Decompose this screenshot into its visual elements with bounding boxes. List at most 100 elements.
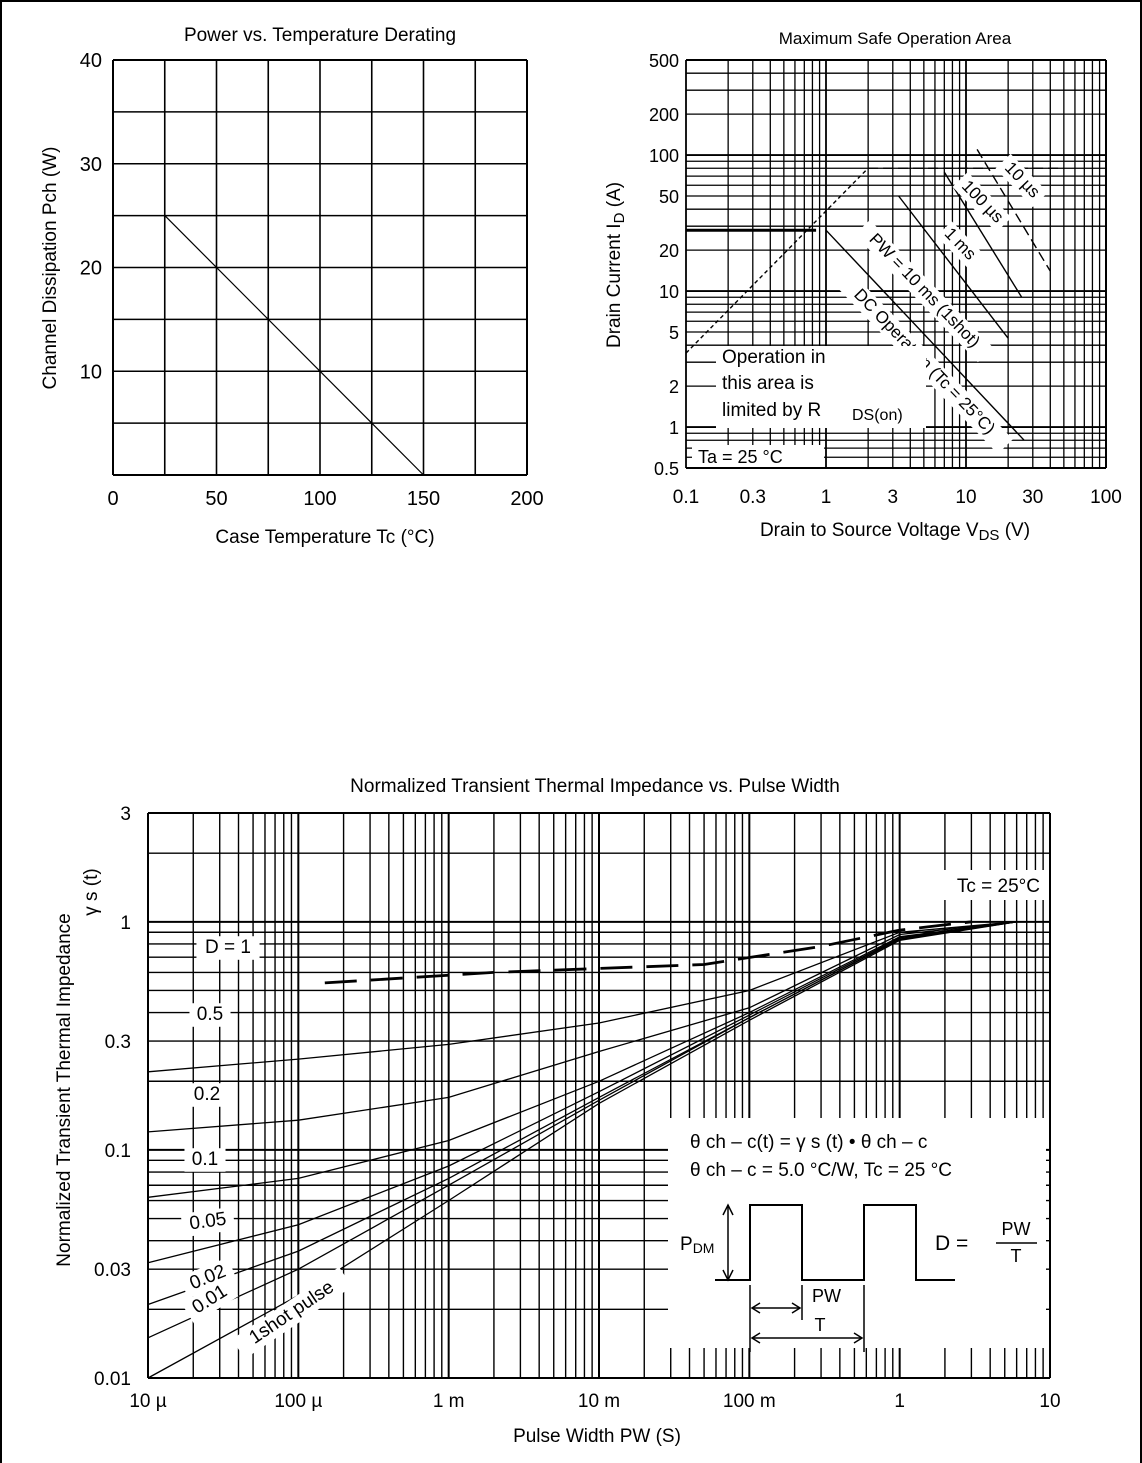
operation-note-line3: limited by R — [722, 400, 821, 421]
power-derating-chart: Power vs. Temperature Derating 0 50 100 150 2… — [40, 25, 544, 548]
label-d-0-05-text: 0.05 — [188, 1209, 228, 1235]
y-tick-label: 50 — [659, 187, 679, 207]
y-axis-label-secondary: γ s (t) — [81, 868, 102, 916]
label-d-0-2-text: 0.2 — [194, 1084, 220, 1105]
curve-d-0-5 — [147, 921, 1017, 1073]
duty-eq-label: D = — [935, 1232, 968, 1255]
y-tick-label: 200 — [649, 105, 679, 125]
operation-note-sub: DS(on) — [852, 407, 903, 424]
thermal-impedance-chart: D = 10.50.20.10.050.020.01 1shot pulseTc … — [54, 776, 1061, 1447]
formula-line1: θ ch – c(t) = γ s (t) • θ ch – c — [690, 1132, 927, 1153]
arrow-head — [750, 1332, 761, 1344]
label-1ms: 1 ms — [936, 221, 983, 268]
x-tick-label: 150 — [407, 488, 440, 510]
arrow-head — [853, 1332, 864, 1344]
x-tick-label: 1 m — [433, 1391, 465, 1412]
label-100us: 100 µs — [952, 172, 1012, 233]
x-tick-label: 10 — [955, 487, 976, 508]
x-tick-label: 10 m — [578, 1391, 620, 1412]
duty-denominator: T — [1011, 1246, 1022, 1266]
pdm-label-sub: DM — [693, 1240, 715, 1256]
y-axis-label: Channel Dissipation Pch (W) — [40, 147, 61, 390]
x-tick-label: 1 — [894, 1391, 905, 1412]
label-d-0-1-text: 0.1 — [192, 1149, 218, 1170]
x-axis-label-sub: DS — [979, 527, 1000, 544]
formula-line2: θ ch – c = 5.0 °C/W, Tc = 25 °C — [690, 1160, 952, 1181]
label-d-0-2-bg — [186, 1083, 228, 1107]
label-d-0-02-bg — [179, 1257, 237, 1299]
label-d-0-1: 0.1 — [184, 1148, 226, 1172]
chart-title: Power vs. Temperature Derating — [184, 25, 456, 46]
y-tick-label: 30 — [80, 154, 102, 176]
y-tick-label: 2 — [669, 377, 679, 397]
duty-numerator: PW — [1002, 1219, 1031, 1239]
y-tick-label: 10 — [80, 361, 102, 383]
soa-boundary-line — [943, 171, 1023, 298]
x-tick-label: 50 — [205, 488, 227, 510]
curve-d-1 — [324, 920, 972, 985]
y-tick-label: 0.1 — [105, 1141, 131, 1162]
y-tick-label: 0.03 — [94, 1260, 131, 1281]
x-tick-label: 100 — [303, 488, 336, 510]
label-d-0-05-bg — [180, 1206, 236, 1238]
arrow-head — [750, 1302, 761, 1314]
label-d-0-1-bg — [184, 1148, 226, 1172]
ta-note: Ta = 25 °C — [698, 447, 783, 467]
pdm-arrow-head-down — [722, 1269, 734, 1282]
label-d-1-text: D = 1 — [205, 937, 251, 958]
label-d-0-2: 0.2 — [186, 1083, 228, 1107]
x-tick-label: 10 — [1039, 1391, 1060, 1412]
label-d-1: D = 1 — [196, 936, 260, 960]
x-axis-label: Drain to Source Voltage VDS (V) — [760, 520, 1030, 544]
x-axis-label-unit: (V) — [999, 520, 1030, 541]
x-tick-label: 3 — [888, 487, 899, 508]
label-1ms-bg — [936, 221, 983, 268]
x-tick-label: 100 — [1090, 487, 1122, 508]
x-axis-label: Case Temperature Tc (°C) — [215, 527, 434, 548]
x-tick-label: 0.1 — [673, 487, 699, 508]
y-tick-label: 20 — [80, 258, 102, 280]
x-tick-label: 100 m — [723, 1391, 776, 1412]
label-d-0-5-text: 0.5 — [197, 1004, 223, 1025]
soa-boundary-line — [898, 195, 1009, 339]
operation-note-line1: Operation in — [722, 347, 826, 368]
pdm-arrow-head-up — [722, 1203, 734, 1216]
y-tick-label: 10 — [659, 282, 679, 302]
soa-boundary-line — [825, 229, 1025, 441]
tc-label-bg — [925, 870, 1045, 900]
y-axis-label-sub: D — [611, 212, 628, 223]
label-10us-bg — [995, 153, 1048, 208]
y-tick-label: 40 — [80, 50, 102, 72]
y-axis-label: Normalized Transient Thermal Impedance — [54, 913, 75, 1266]
x-tick-label: 0 — [107, 488, 118, 510]
soa-boundary-line — [976, 149, 1051, 272]
x-tick-label: 1 — [821, 487, 832, 508]
operation-note-line2: this area is — [722, 373, 814, 394]
label-pw-10ms-bg — [854, 219, 994, 363]
label-d-0-01-bg — [181, 1276, 239, 1324]
pulse-waveform — [715, 1204, 955, 1281]
y-tick-label: 3 — [120, 804, 131, 825]
curve-d-0-05 — [147, 921, 1017, 1264]
pdm-label: PDM — [680, 1234, 714, 1256]
x-tick-label: 0.3 — [740, 487, 766, 508]
arrow-head — [791, 1302, 802, 1314]
curve-d-0-01 — [147, 921, 1017, 1339]
x-tick-label: 30 — [1022, 487, 1043, 508]
y-tick-label: 5 — [669, 323, 679, 343]
x-tick-label: 10 µ — [129, 1391, 166, 1412]
y-tick-label: 0.5 — [654, 459, 679, 479]
label-single-pulse-bg — [231, 1267, 353, 1359]
label-d-1-bg — [196, 936, 260, 960]
pw-label: PW — [812, 1286, 841, 1306]
x-tick-label: 200 — [510, 488, 543, 510]
operation-note-bg — [716, 346, 926, 428]
chart-title: Maximum Safe Operation Area — [779, 29, 1012, 48]
y-axis-label-unit: (A) — [604, 182, 625, 213]
label-d-0-5: 0.5 — [189, 1003, 231, 1027]
y-tick-label: 100 — [649, 146, 679, 166]
rds-limit-line — [685, 167, 869, 354]
